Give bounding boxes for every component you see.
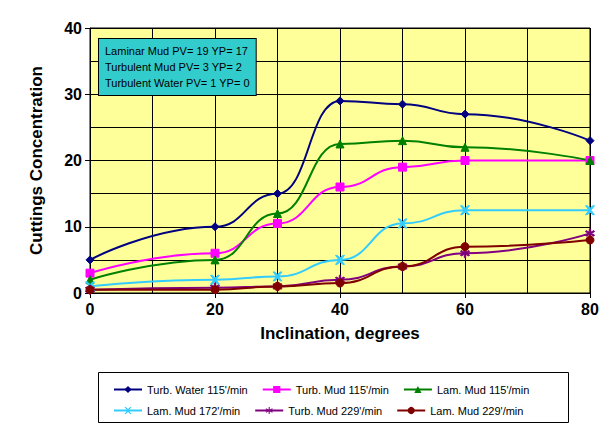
svg-text:Lam. Mud 172'/min: Lam. Mud 172'/min (147, 405, 240, 417)
svg-text:60: 60 (456, 301, 474, 318)
svg-text:Turbulent Water PV= 1 YP= 0: Turbulent Water PV= 1 YP= 0 (105, 77, 250, 89)
svg-text:Laminar Mud PV= 19 YP= 17: Laminar Mud PV= 19 YP= 17 (105, 45, 248, 57)
svg-text:40: 40 (331, 301, 349, 318)
svg-text:40: 40 (64, 20, 82, 37)
svg-text:Cuttings Concentration: Cuttings Concentration (27, 66, 46, 255)
svg-text:Lam. Mud 115'/min: Lam. Mud 115'/min (437, 384, 529, 396)
svg-text:80: 80 (581, 301, 599, 318)
svg-text:Turb. Water 115'/min: Turb. Water 115'/min (147, 384, 248, 396)
svg-text:10: 10 (64, 218, 82, 235)
svg-text:0: 0 (73, 285, 82, 302)
svg-text:20: 20 (206, 301, 224, 318)
svg-text:30: 30 (64, 86, 82, 103)
svg-text:Lam. Mud 229'/min: Lam. Mud 229'/min (430, 405, 523, 417)
svg-text:Turb. Mud 115'/min: Turb. Mud 115'/min (296, 384, 389, 396)
svg-text:Turb. Mud 229'/min: Turb. Mud 229'/min (288, 405, 382, 417)
svg-text:Inclination, degrees: Inclination, degrees (260, 324, 420, 343)
svg-text:Turbulent Mud PV= 3 YP= 2: Turbulent Mud PV= 3 YP= 2 (105, 61, 242, 73)
svg-text:0: 0 (86, 301, 95, 318)
svg-text:20: 20 (64, 152, 82, 169)
